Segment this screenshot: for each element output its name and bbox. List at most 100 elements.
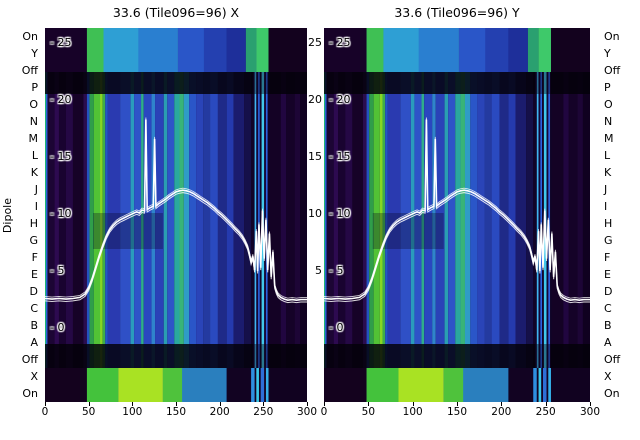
dipole-label: G [604, 234, 613, 247]
heat-stripe-bottom [533, 368, 537, 402]
dipole-label: I [34, 200, 38, 213]
value-tick-label: - 5 [50, 263, 65, 277]
heat-stripe-bottom [162, 368, 183, 402]
heat-stripe-bottom [398, 368, 444, 402]
heat-stripe [563, 28, 569, 402]
dipole-label: K [30, 166, 38, 179]
heat-stripe [233, 28, 245, 402]
heat-stripe [470, 28, 478, 402]
dipole-label: Off [21, 353, 38, 366]
value-tick-label: - 20 [50, 92, 72, 106]
value-tick-label: - 10 [329, 206, 351, 220]
dipole-label: N [29, 115, 38, 128]
heat-stripe [424, 28, 433, 402]
dipole-label: M [604, 132, 614, 145]
heat-stripe [130, 28, 135, 402]
dipole-label: H [604, 217, 613, 230]
heat-stripe-bottom [508, 368, 534, 402]
dipole-label: J [34, 183, 38, 196]
heat-stripe-top [268, 28, 307, 72]
heat-stripe [105, 28, 108, 402]
heat-stripe [174, 28, 180, 402]
heat-stripe [363, 28, 367, 402]
dipole-label: D [29, 285, 38, 298]
value-tick-label: - 5 [329, 263, 344, 277]
dipole-label: J [604, 183, 608, 196]
heat-stripe [582, 28, 590, 402]
heat-stripe [366, 28, 370, 402]
dipole-label: A [30, 336, 38, 349]
off-band [252, 72, 269, 94]
heat-stripe-top [226, 28, 246, 72]
heat-stripe [254, 28, 257, 402]
mid-value-tick-label: 25 [308, 35, 322, 49]
off-band [268, 344, 307, 368]
heat-stripe-bottom [443, 368, 464, 402]
heat-stripe [410, 28, 415, 402]
x-tick-mark [324, 402, 325, 406]
heat-stripe [155, 28, 164, 402]
off-band [268, 72, 307, 94]
heat-stripe [526, 28, 534, 402]
heat-stripe [89, 28, 94, 402]
dipole-label: O [604, 98, 613, 111]
x-tick-mark [176, 402, 177, 406]
heat-stripe [369, 28, 374, 402]
dipole-label: F [31, 251, 38, 264]
value-tick-label: - 20 [329, 92, 351, 106]
heat-stripe [352, 28, 364, 402]
heatmap-panel-x [45, 28, 307, 402]
heat-stripe [280, 28, 287, 402]
heat-stripe-top [45, 28, 87, 72]
heat-stripe [210, 28, 218, 402]
dipole-label: O [29, 98, 38, 111]
heat-stripe [550, 28, 552, 402]
dipole-label: Y [31, 47, 38, 60]
heat-stripe-top [485, 28, 509, 72]
x-tick-mark [45, 402, 46, 406]
value-tick-label: - 10 [50, 206, 72, 220]
mid-value-tick-label: 10 [308, 206, 322, 220]
heat-stripe [548, 28, 551, 402]
x-tick-label: 100 [402, 406, 423, 418]
heat-stripe [265, 28, 268, 402]
heat-stripe [546, 28, 549, 402]
heat-stripe-bottom [256, 368, 259, 402]
heat-stripe [183, 28, 190, 402]
heat-stripe [72, 28, 84, 402]
x-tick-mark [368, 402, 370, 406]
dipole-label: G [29, 234, 38, 247]
heat-stripe-top [527, 28, 539, 72]
heat-stripe-bottom [260, 368, 265, 402]
heat-stripe-bottom [264, 368, 266, 402]
x-tick-label: 50 [81, 406, 96, 418]
heat-stripe-bottom [548, 368, 551, 402]
heat-stripe-bottom [463, 368, 509, 402]
heat-stripe [345, 28, 353, 402]
x-tick-mark [88, 402, 90, 406]
heat-stripe [448, 28, 456, 402]
heat-stripe [100, 28, 103, 402]
heatmap-canvas-x [45, 28, 307, 402]
heatmap-canvas-y [324, 28, 590, 402]
heat-stripe [385, 28, 388, 402]
heat-stripe [421, 28, 425, 402]
x-tick-label: 100 [122, 406, 143, 418]
heat-stripe [387, 28, 401, 402]
x-tick-label: 150 [446, 406, 468, 418]
heat-stripe-bottom [118, 368, 163, 402]
heat-stripe [251, 28, 255, 402]
x-tick-label: 300 [579, 406, 601, 418]
heat-stripe-bottom [86, 368, 119, 402]
x-tick-mark [412, 402, 414, 406]
value-tick-label: - 0 [50, 320, 65, 334]
dipole-label: N [604, 115, 613, 128]
heat-stripe-bottom [541, 368, 544, 402]
heat-stripe-top [324, 28, 367, 72]
heat-stripe-top [508, 28, 528, 72]
heat-stripe [533, 28, 537, 402]
value-tick-label: - 25 [329, 35, 351, 49]
mid-value-tick-label: 20 [308, 92, 322, 106]
heat-stripe [338, 28, 346, 402]
heat-stripe [538, 28, 541, 402]
